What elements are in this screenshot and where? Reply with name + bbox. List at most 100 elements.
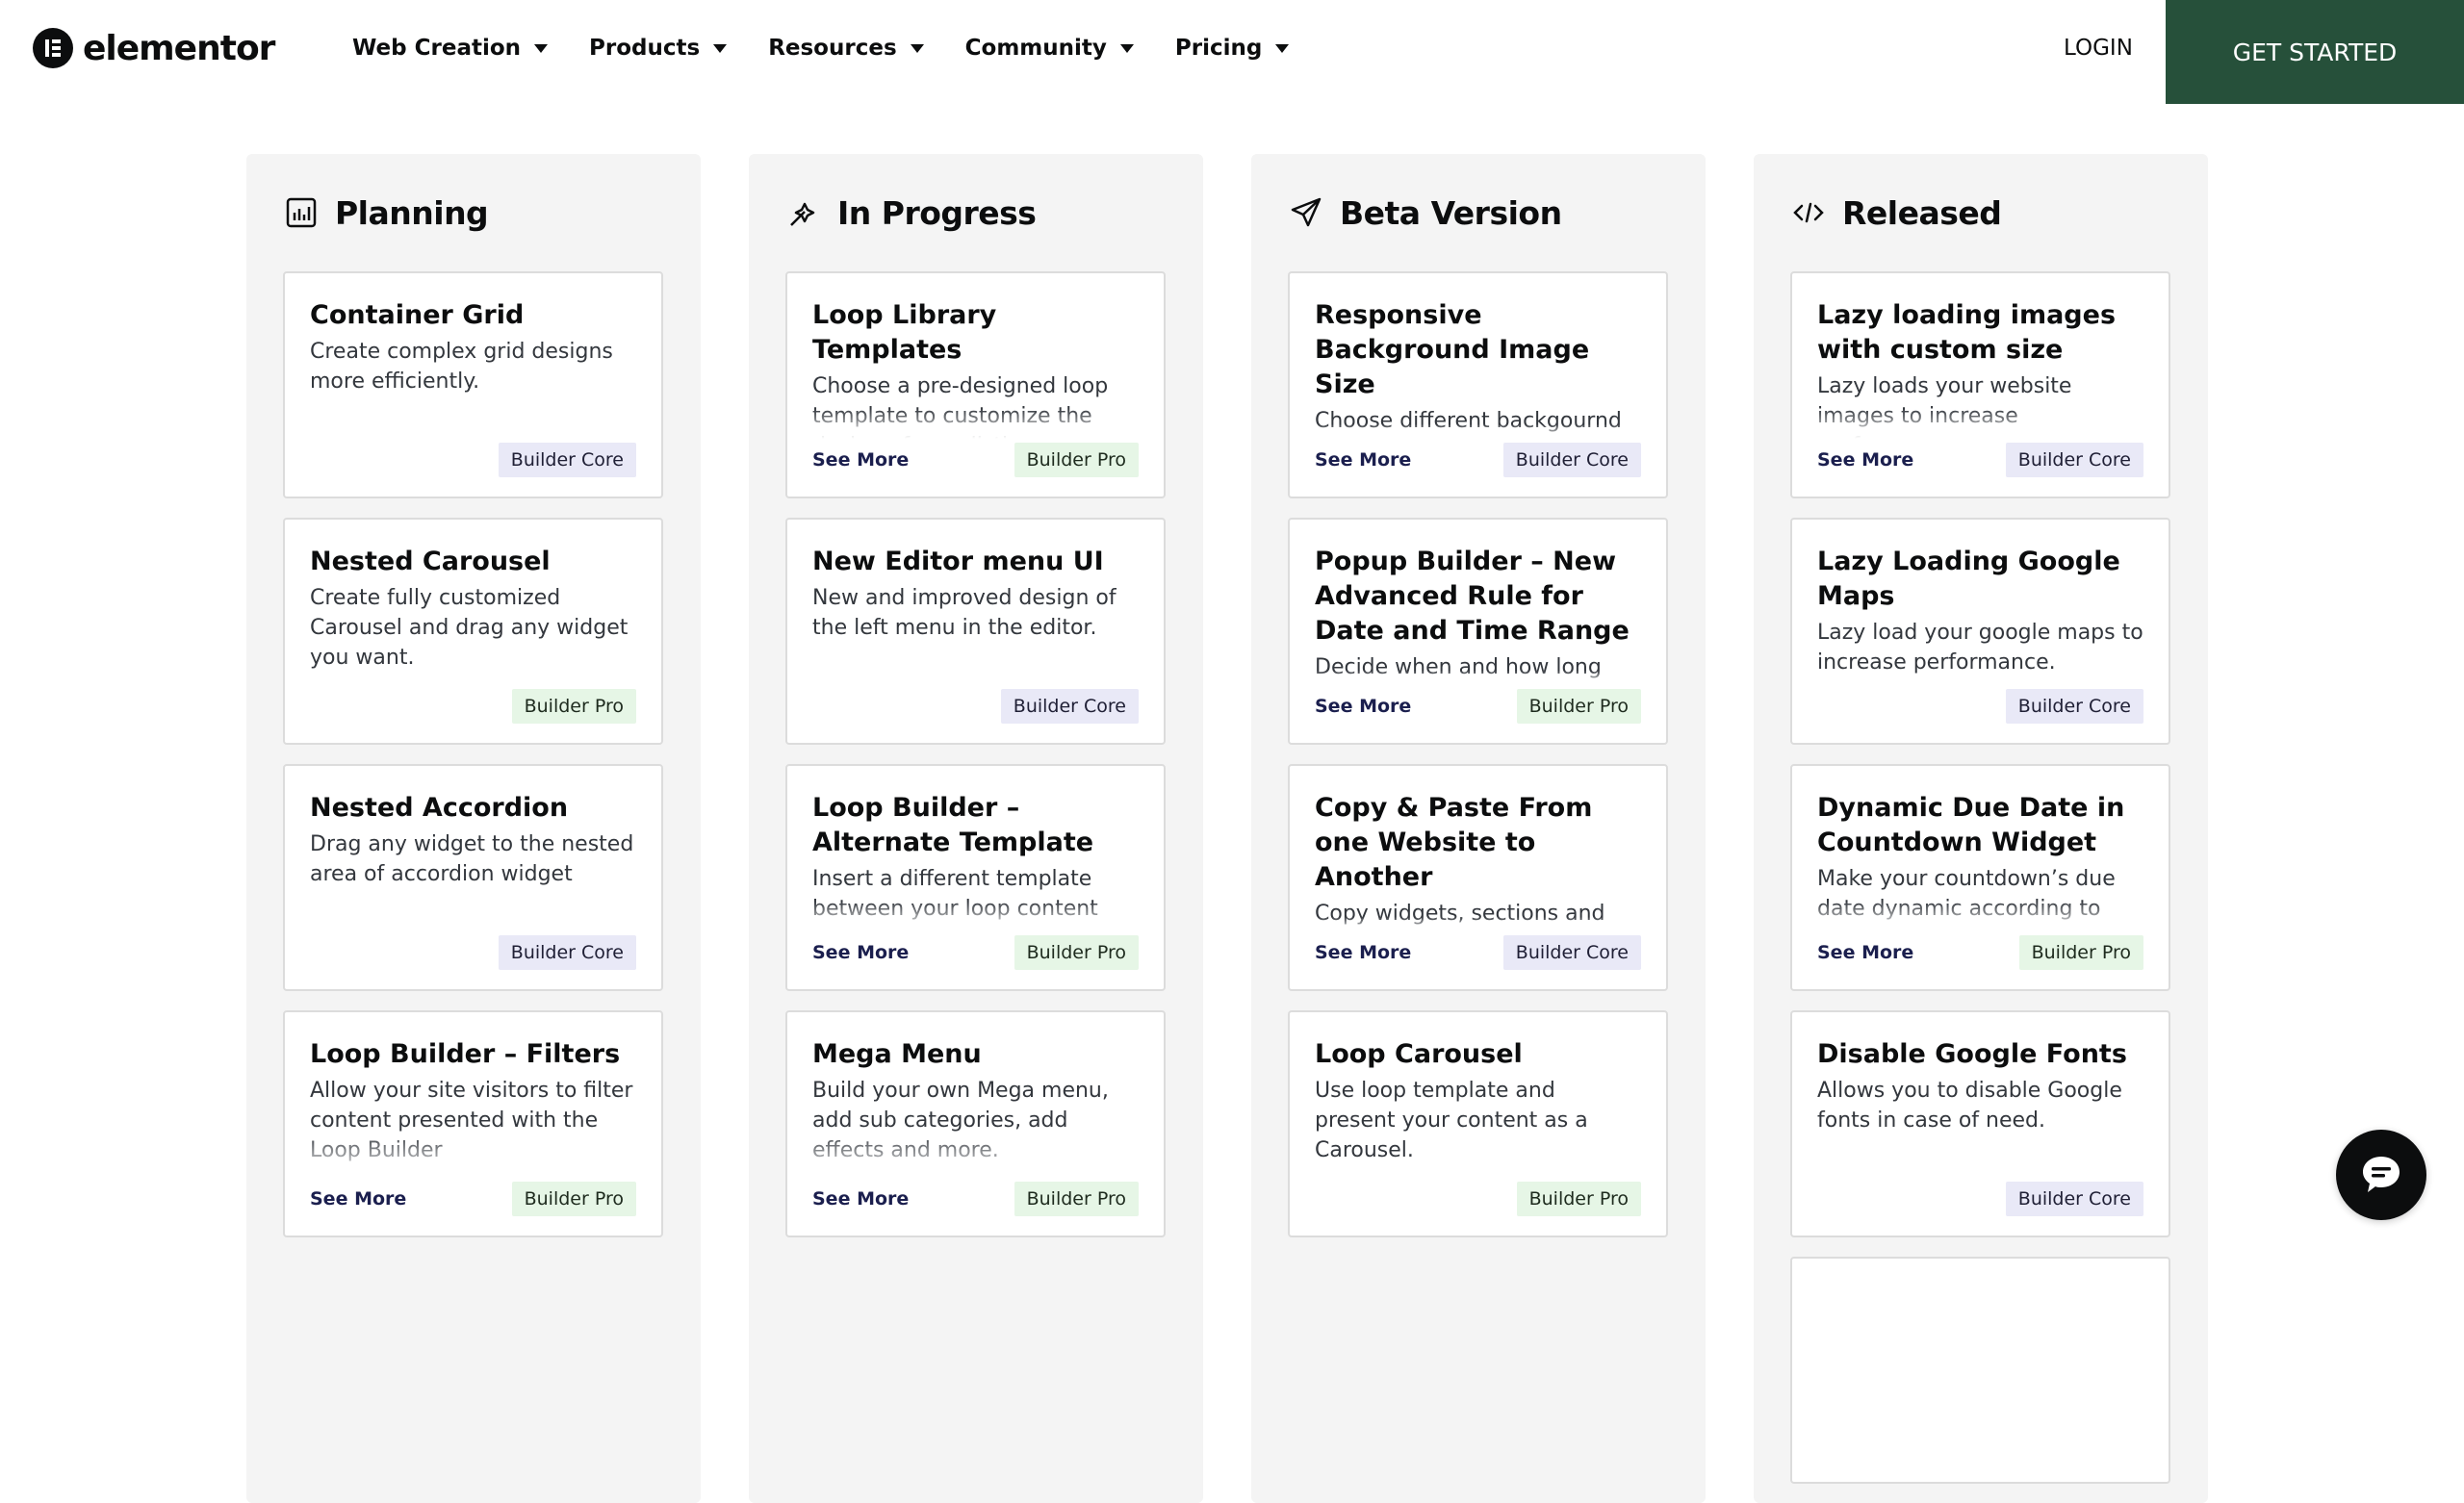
card-footer: See More Builder Core — [1315, 935, 1641, 970]
roadmap-column: In Progress Loop Library Templates Choose … — [749, 154, 1203, 1503]
see-more-link[interactable]: See More — [1315, 942, 1412, 963]
product-tag: Builder Pro — [1014, 1182, 1139, 1216]
card-footer: See More Builder Pro — [1315, 689, 1641, 724]
card-title: Dynamic Due Date in Countdown Widget — [1817, 793, 2125, 857]
card-title: Nested Accordion — [310, 793, 569, 823]
card-footer: Builder Core — [1817, 1182, 2143, 1216]
product-tag: Builder Core — [498, 443, 636, 477]
feature-card[interactable]: Container Grid Create complex grid design… — [283, 271, 663, 498]
planning-icon — [286, 197, 317, 228]
roadmap-column: Beta Version Responsive Background Image … — [1251, 154, 1706, 1503]
nav-item[interactable]: Products — [589, 36, 728, 61]
card-description: Create fully customized Carousel and dra… — [310, 586, 629, 670]
card-title: Popup Builder – New Advanced Rule for Da… — [1315, 547, 1630, 646]
nav-label: Web Creation — [352, 36, 522, 61]
card-description: Allow your site visitors to filter conte… — [310, 1079, 633, 1162]
dropdown-caret — [713, 43, 728, 53]
card-description: Make your countdown’s due date dynamic a… — [1817, 867, 2116, 931]
feature-card[interactable]: New Editor menu UI New and improved desig… — [785, 518, 1166, 745]
body: {"header": {"logo": "elementor", "nav": … — [33, 0, 2464, 1503]
chat-button[interactable] — [2336, 1130, 2426, 1220]
see-more-link[interactable]: See More — [812, 1188, 910, 1210]
product-tag: Builder Core — [2005, 1182, 2143, 1216]
card-title: Container Grid — [310, 300, 525, 330]
card-description: Lazy load your google maps to increase p… — [1817, 621, 2143, 675]
card-footer: See More Builder Pro — [1817, 935, 2143, 970]
dropdown-caret — [1275, 43, 1290, 53]
login-link[interactable]: LOGIN — [2064, 36, 2133, 61]
feature-card[interactable]: Lazy Loading Google Maps Lazy load your g… — [1790, 518, 2170, 745]
feature-card[interactable]: Nested Carousel Create fully customized C… — [283, 518, 663, 745]
product-tag: Builder Pro — [511, 689, 636, 724]
card-title: Loop Carousel — [1315, 1039, 1523, 1069]
card-description: Use loop template and present your conte… — [1315, 1079, 1588, 1162]
see-more-link[interactable]: See More — [1817, 449, 1914, 471]
feature-card[interactable]: Copy & Paste From one Website to Another… — [1288, 764, 1668, 991]
nav-item[interactable]: Community — [965, 36, 1134, 61]
nav-label: Community — [964, 36, 1107, 61]
see-more-link[interactable]: See More — [812, 942, 910, 963]
nav-item[interactable]: Resources — [768, 36, 924, 61]
card-footer: See More Builder Pro — [310, 1182, 636, 1216]
nav-item[interactable]: Web Creation — [352, 36, 549, 61]
card-description: Drag any widget to the nested area of ac… — [310, 832, 634, 886]
column-title: In Progress — [837, 193, 1037, 232]
logo-icon — [33, 28, 73, 68]
card-footer: See More Builder Core — [1817, 443, 2143, 477]
feature-card[interactable] — [1790, 1257, 2170, 1484]
see-more-link[interactable]: See More — [1315, 696, 1412, 717]
dropdown-caret — [534, 43, 549, 53]
get-started-button[interactable]: GET STARTED — [2166, 0, 2464, 104]
card-footer: Builder Pro — [310, 689, 636, 724]
feature-card[interactable]: Loop Library Templates Choose a pre-desig… — [785, 271, 1166, 498]
dropdown-caret — [910, 43, 924, 53]
card-description: Copy widgets, sections and paste them to… — [1315, 902, 1605, 926]
card-footer: See More Builder Pro — [812, 443, 1139, 477]
card-footer: Builder Pro — [1315, 1182, 1641, 1216]
page: Roadmap html, body { margin: 0; padding:… — [33, 0, 2464, 1503]
column-header: Planning — [283, 154, 664, 271]
feature-card[interactable]: Lazy loading images with custom size Lazy… — [1790, 271, 2170, 498]
logo[interactable]: elementor — [33, 28, 275, 68]
product-tag: Builder Core — [498, 935, 636, 970]
product-tag: Builder Pro — [1014, 443, 1139, 477]
feature-card[interactable]: Responsive Background Image Size Choose d… — [1288, 271, 1668, 498]
nav-item[interactable]: Pricing — [1175, 36, 1290, 61]
see-more-link[interactable]: See More — [1315, 449, 1412, 471]
product-tag: Builder Core — [1000, 689, 1139, 724]
column-header: Released — [1790, 154, 2171, 271]
feature-card[interactable]: Dynamic Due Date in Countdown Widget Make… — [1790, 764, 2170, 991]
feature-card[interactable]: Mega Menu Build your own Mega menu, add s… — [785, 1010, 1166, 1237]
released-icon — [1793, 202, 1824, 223]
card-description: Choose a pre-designed loop template to c… — [812, 374, 1109, 439]
card-description: Allows you to disable Google fonts in ca… — [1817, 1079, 2122, 1133]
progress-icon — [790, 202, 815, 226]
card-title: Loop Builder – Alternate Template — [812, 793, 1094, 857]
column-title: Beta Version — [1340, 193, 1562, 232]
nav-label: Products — [589, 36, 701, 61]
card-title: Loop Builder – Filters — [310, 1039, 621, 1069]
see-more-link[interactable]: See More — [1817, 942, 1914, 963]
card-title: Nested Carousel — [310, 547, 551, 576]
feature-card[interactable]: Popup Builder – New Advanced Rule for Da… — [1288, 518, 1668, 745]
roadmap-column: Planning Container Grid Create complex gri… — [246, 154, 701, 1503]
card-footer: See More Builder Pro — [812, 1182, 1139, 1216]
roadmap-board: Planning Container Grid Create complex gri… — [246, 154, 2208, 1503]
product-tag: Builder Pro — [1516, 689, 1641, 724]
card-footer: Builder Core — [1817, 689, 2143, 724]
card-footer: See More Builder Core — [1315, 443, 1641, 477]
roadmap-column: Released Lazy loading images with custom … — [1754, 154, 2208, 1503]
feature-card[interactable]: Disable Google Fonts Allows you to disabl… — [1790, 1010, 2170, 1237]
card-title: Responsive Background Image Size — [1315, 300, 1590, 399]
see-more-link[interactable]: See More — [310, 1188, 407, 1210]
feature-card[interactable]: Nested Accordion Drag any widget to the n… — [283, 764, 663, 991]
feature-card[interactable]: Loop Builder – Alternate Template Insert … — [785, 764, 1166, 991]
column-title: Planning — [335, 193, 489, 232]
see-more-link[interactable]: See More — [812, 449, 910, 471]
feature-card[interactable]: Loop Carousel Use loop template and prese… — [1288, 1010, 1668, 1237]
card-title: New Editor menu UI — [812, 547, 1104, 576]
card-title: Loop Library Templates — [812, 300, 997, 365]
product-tag: Builder Core — [2005, 689, 2143, 724]
card-description: Create complex grid designs more efficie… — [310, 340, 613, 394]
feature-card[interactable]: Loop Builder – Filters Allow your site vi… — [283, 1010, 663, 1237]
